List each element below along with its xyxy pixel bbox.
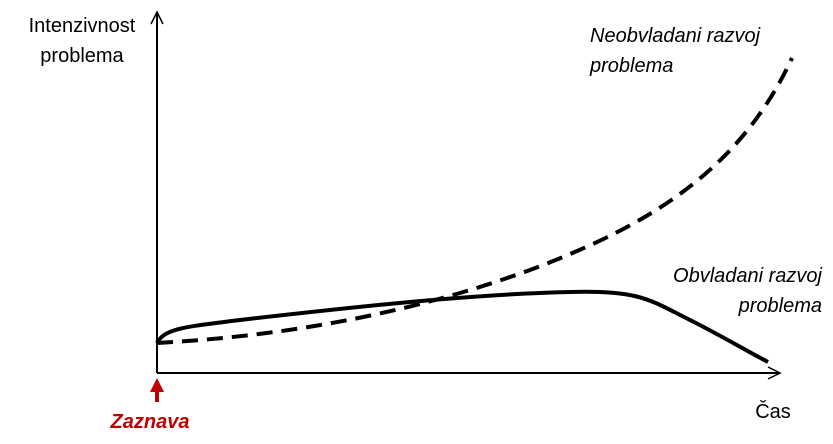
controlled-curve bbox=[155, 289, 769, 364]
uncontrolled-curve bbox=[156, 57, 794, 345]
curve-label: problema bbox=[589, 55, 673, 77]
y-axis-label: Intenzivnost bbox=[29, 15, 136, 37]
curve-label: Obvladani razvoj bbox=[673, 265, 823, 287]
x-axis-label: Čas bbox=[755, 400, 791, 423]
y-axis-arrowhead bbox=[150, 10, 164, 25]
y-axis-label: problema bbox=[40, 45, 124, 67]
curve-label: Neobvladani razvoj bbox=[590, 25, 761, 47]
curve-label: problema bbox=[738, 295, 822, 317]
detection-arrowhead bbox=[150, 378, 164, 392]
detection-label: Zaznava bbox=[110, 411, 190, 433]
x-axis-arrowhead bbox=[767, 366, 782, 380]
